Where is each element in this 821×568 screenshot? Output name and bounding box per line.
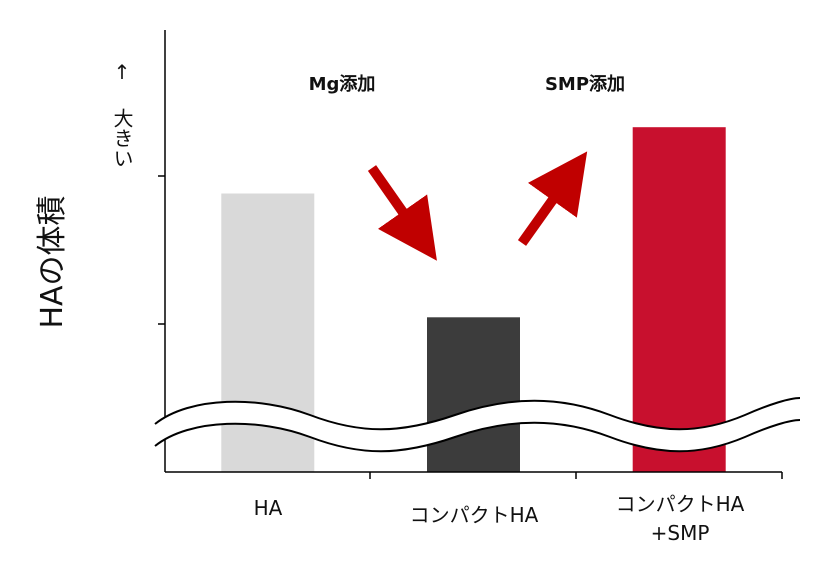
x-tick-label-compact-ha-smp-line2: +SMP xyxy=(651,521,710,545)
x-tick-label-ha: HA xyxy=(254,496,283,520)
bar-compact-ha xyxy=(427,317,520,472)
arrow-down-right-icon xyxy=(367,165,437,261)
y-axis-direction-note: ↑ 大きい xyxy=(110,60,134,168)
bars-layer xyxy=(221,127,726,472)
y-axis-label: HAの体積 xyxy=(35,195,70,328)
x-tick-label-compact-ha-smp-line1: コンパクトHA xyxy=(616,492,745,516)
bar-compact-ha-smp xyxy=(632,127,726,472)
x-tick-label-compact-ha: コンパクトHA xyxy=(410,503,539,527)
axis-break xyxy=(154,397,801,453)
annotation-mg-label: Mg添加 xyxy=(309,73,376,95)
arrow-up-right-icon xyxy=(517,151,588,246)
annotation-smp-label: SMP添加 xyxy=(545,73,625,95)
